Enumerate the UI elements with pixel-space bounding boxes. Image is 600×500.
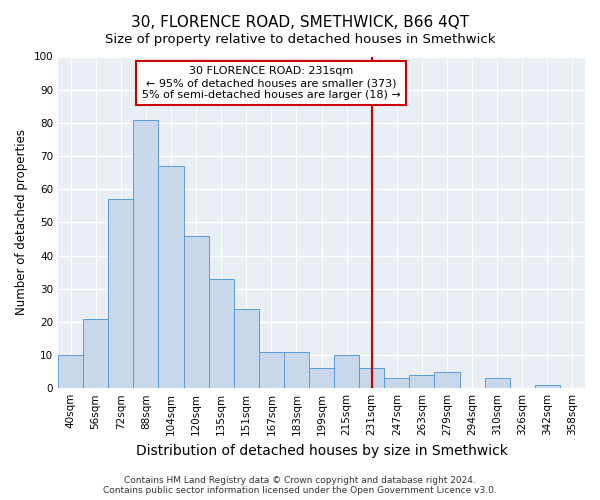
Bar: [83, 318, 108, 388]
Bar: [434, 372, 460, 388]
Y-axis label: Number of detached properties: Number of detached properties: [15, 130, 28, 316]
Text: 30 FLORENCE ROAD: 231sqm
← 95% of detached houses are smaller (373)
5% of semi-d: 30 FLORENCE ROAD: 231sqm ← 95% of detach…: [142, 66, 401, 100]
Bar: [535, 385, 560, 388]
Bar: [384, 378, 409, 388]
Bar: [485, 378, 510, 388]
Bar: [158, 166, 184, 388]
Bar: [359, 368, 384, 388]
Bar: [334, 355, 359, 388]
Bar: [108, 199, 133, 388]
Bar: [209, 278, 233, 388]
Text: 30, FLORENCE ROAD, SMETHWICK, B66 4QT: 30, FLORENCE ROAD, SMETHWICK, B66 4QT: [131, 15, 469, 30]
Bar: [259, 352, 284, 388]
Bar: [233, 308, 259, 388]
Bar: [58, 355, 83, 388]
Bar: [184, 236, 209, 388]
Bar: [133, 120, 158, 388]
Bar: [409, 375, 434, 388]
Bar: [309, 368, 334, 388]
Bar: [284, 352, 309, 388]
Text: Contains HM Land Registry data © Crown copyright and database right 2024.
Contai: Contains HM Land Registry data © Crown c…: [103, 476, 497, 495]
Text: Size of property relative to detached houses in Smethwick: Size of property relative to detached ho…: [105, 32, 495, 46]
X-axis label: Distribution of detached houses by size in Smethwick: Distribution of detached houses by size …: [136, 444, 508, 458]
